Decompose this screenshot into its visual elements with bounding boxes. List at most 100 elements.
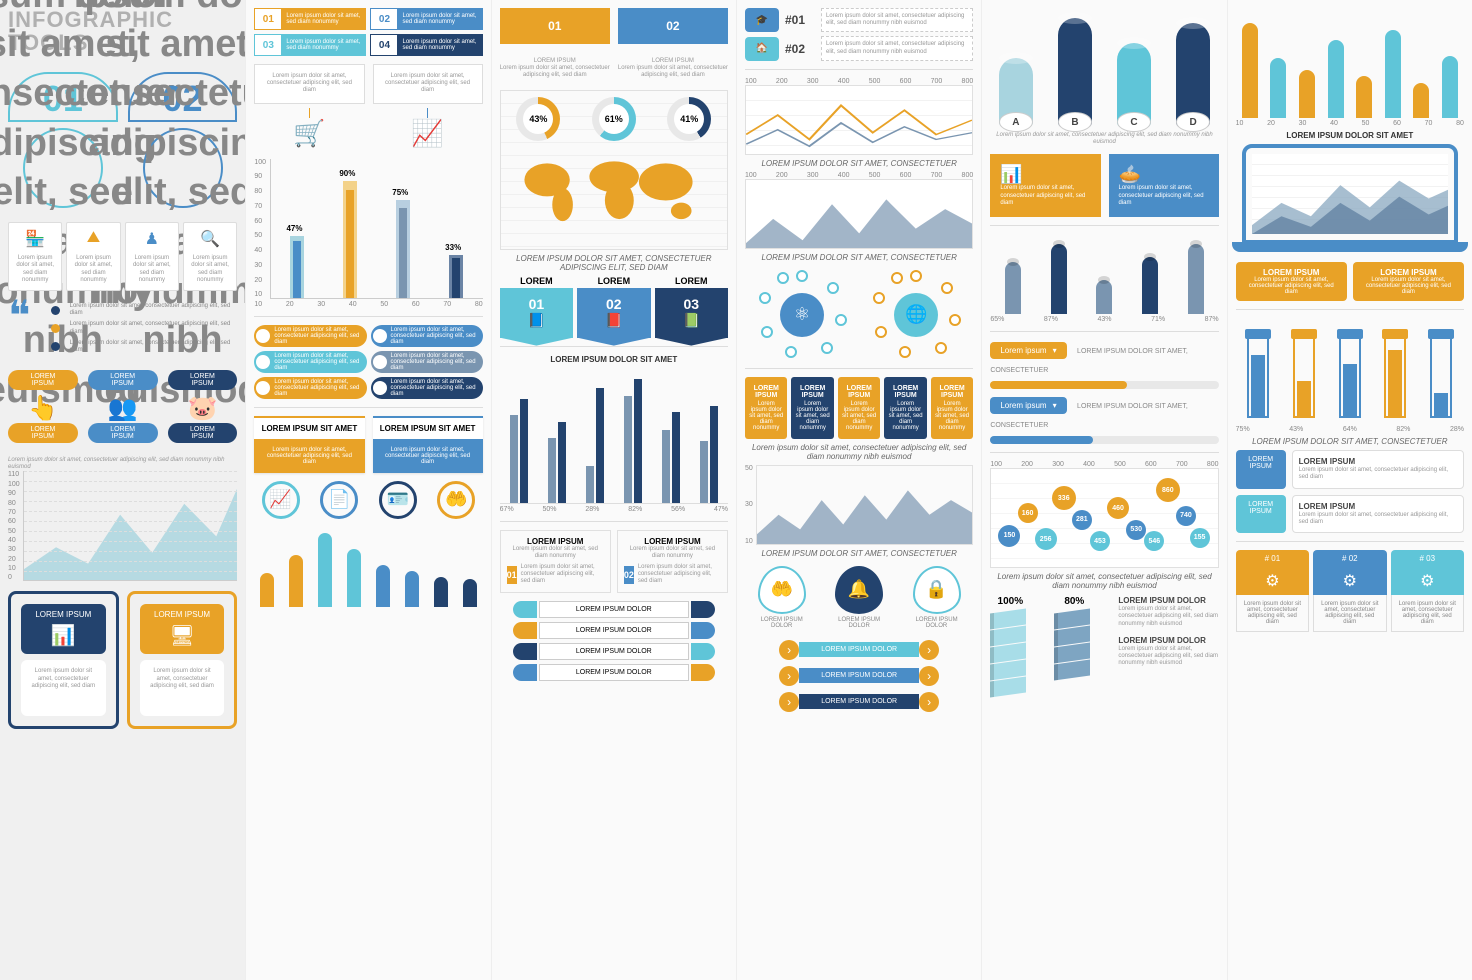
iso-stack: 80% — [1054, 596, 1094, 696]
circle-icon: 📄 — [320, 481, 358, 519]
wavy-list: LOREM IPSUM DOLOR.wavy:nth-child(1)::bef… — [500, 601, 728, 681]
bubble: 150 — [998, 525, 1020, 547]
dual-bar-chart — [500, 364, 728, 504]
color-box: LOREM IPSUMLorem ipsum dolor sit amet, s… — [931, 377, 973, 439]
arrow-pill: ›LOREM IPSUM DOLOR› — [779, 666, 939, 686]
ridged-bar — [1339, 333, 1361, 418]
cylinder — [999, 58, 1033, 128]
iso-cubes: 100%80%LOREM IPSUM DOLORLorem ipsum dolo… — [990, 596, 1218, 696]
donut-chart: 61% — [592, 97, 636, 141]
bubble: 860 — [1156, 478, 1180, 502]
y-axis: 503010 — [745, 465, 756, 545]
line-chart — [745, 85, 973, 155]
shields: 01.shield-top[style*='#e8a227']::after{b… — [500, 8, 728, 80]
icon-box: 🏪Lorem ipsum dolor sit amet, sed diam no… — [8, 222, 62, 291]
x-axis: 100200300400500600700800 — [745, 78, 973, 85]
map-icon — [511, 151, 717, 234]
pill-pair: Lorem ipsum dolor sit amet, consectetuer… — [254, 377, 482, 399]
banner: LOREM03📗 — [655, 276, 728, 338]
ridged-bars — [1236, 318, 1464, 418]
y-axis: 1101009080706050403020100 — [8, 471, 23, 581]
dropdown-progress: Lorem ipsum ▾ LOREM IPSUM DOLOR SIT AMET… — [990, 340, 1218, 389]
area-chart — [745, 179, 973, 249]
caption: Lorem ipsum dolor sit amet, consectetuer… — [990, 132, 1218, 146]
circle-icon: 🪪 — [379, 481, 417, 519]
ridged-bar — [1430, 333, 1452, 418]
numbered-tab: 03Lorem ipsum dolor sit amet, sed diam n… — [254, 34, 366, 56]
x-axis: 1020304050607080 — [254, 301, 482, 308]
big-number: 02 Lorem ipsum dolor sit amet, consectet… — [128, 72, 238, 208]
quote-row: ❝ Lorem ipsum dolor sit amet, consectetu… — [8, 303, 237, 358]
pillar — [1328, 40, 1344, 118]
bubble: 281 — [1072, 510, 1092, 530]
color-box: LOREM IPSUMLorem ipsum dolor sit amet, s… — [791, 377, 833, 439]
bubble: 460 — [1107, 497, 1129, 519]
x-axis: 1020304050607080 — [1236, 120, 1464, 127]
bubble: 530 — [1126, 520, 1146, 540]
option-card: LOREM IPSUMLorem ipsum dolor sit amet, s… — [617, 530, 728, 593]
color-box: LOREM IPSUMLorem ipsum dolor sit amet, s… — [745, 377, 787, 439]
rounded-bar — [405, 571, 419, 607]
round-bar — [1188, 244, 1204, 314]
dropdown-progress: Lorem ipsum ▾ LOREM IPSUM DOLOR SIT AMET… — [990, 340, 1218, 444]
col-6: 1020304050607080 LOREM IPSUM DOLOR SIT A… — [1227, 0, 1472, 980]
icon-box: ⛰Lorem ipsum dolor sit amet, sed diam no… — [66, 222, 120, 291]
roundtop-bars — [990, 234, 1218, 314]
bubble: 160 — [1018, 503, 1038, 523]
icon-box: ♟Lorem ipsum dolor sit amet, sed diam no… — [125, 222, 179, 291]
round-bar — [1005, 262, 1021, 314]
callout: LOREMIPSUMLOREM IPSUMLorem ipsum dolor s… — [1236, 495, 1464, 534]
dropdown-progress: Lorem ipsum ▾ LOREM IPSUM DOLOR SIT AMET… — [990, 395, 1218, 444]
bar-pair — [583, 388, 607, 502]
numbered-tabs: 01Lorem ipsum dolor sit amet, sed diam n… — [254, 8, 482, 56]
circle-icon: 📈 — [262, 481, 300, 519]
dropdown[interactable]: Lorem ipsum ▾ — [990, 397, 1066, 414]
option-card: LOREM IPSUMLorem ipsum dolor sit amet, s… — [500, 530, 611, 593]
bullet-item: Lorem ipsum dolor sit amet, consectetuer… — [37, 321, 238, 335]
gear-tab: # 01⚙Lorem ipsum dolor sit amet, consect… — [1236, 550, 1309, 632]
two-icons-row: Lorem ipsum dolor sit amet, consectetuer… — [254, 64, 482, 149]
bullet-item: Lorem ipsum dolor sit amet, consectetuer… — [37, 303, 238, 317]
x-axis-labels: 65%87%43%71%87% — [990, 316, 1218, 323]
arrow-pills: ›LOREM IPSUM DOLOR››LOREM IPSUM DOLOR››L… — [745, 637, 973, 715]
caption: LOREM IPSUM DOLOR SIT AMET, CONSECTETUER — [745, 159, 973, 168]
x-axis-labels: 75%43%64%82%28% — [1236, 426, 1464, 433]
ridged-bar — [1247, 333, 1269, 418]
wavy-item: LOREM IPSUM DOLOR.wavy:nth-child(3)::bef… — [539, 643, 689, 660]
arrow-pill: ›LOREM IPSUM DOLOR› — [779, 640, 939, 660]
icon-box: 🔍Lorem ipsum dolor sit amet, sed diam no… — [183, 222, 237, 291]
heading: LOREM IPSUM DOLOR SIT AMET — [1236, 131, 1464, 140]
bar: 47% — [287, 236, 307, 297]
rounded-bar — [434, 577, 448, 607]
network-row: ⚛🌐 — [745, 270, 973, 360]
pill-pair: Lorem ipsum dolor sit amet, consectetuer… — [254, 351, 482, 373]
pillar — [1270, 58, 1286, 118]
caption: LOREM IPSUM DOLOR SIT AMET, CONSECTETUER — [745, 253, 973, 262]
rounded-bar — [463, 579, 477, 607]
lorem-boxes: LOREM IPSUM SIT AMETLorem ipsum dolor si… — [254, 416, 482, 473]
rounded-bar — [347, 549, 361, 607]
banner-row: LOREM01📘LOREM02📕LOREM03📗 — [500, 276, 728, 338]
laptop-chart — [1242, 144, 1458, 244]
caption-italic: Lorem ipsum dolor sit amet, consectetuer… — [8, 457, 237, 471]
numbered-item: 🏠#02Lorem ipsum dolor sit amet, consecte… — [745, 36, 973, 60]
dropdown[interactable]: Lorem ipsum ▾ — [990, 342, 1066, 359]
bubble: 155 — [1190, 528, 1210, 548]
numbered-item: 🎓#01Lorem ipsum dolor sit amet, consecte… — [745, 8, 973, 32]
color-box: LOREM IPSUMLorem ipsum dolor sit amet, s… — [838, 377, 880, 439]
rounded-bars — [254, 527, 482, 607]
area-chart-2: 503010 — [745, 465, 973, 545]
big-number-row: 01 Lorem ipsum dolor sit amet, consectet… — [8, 72, 237, 208]
caption: LOREM IPSUM DOLOR SIT AMET, CONSECTETUER… — [500, 254, 728, 272]
x-axis-labels: 67%50%28%82%56%47% — [500, 506, 728, 513]
gear-tabs: # 01⚙Lorem ipsum dolor sit amet, consect… — [1236, 550, 1464, 632]
x-axis: 100200300400500600700800 — [990, 461, 1218, 468]
rounded-bar — [376, 565, 390, 607]
numbered-tab: 04Lorem ipsum dolor sit amet, sed diam n… — [370, 34, 482, 56]
pillar — [1442, 56, 1458, 118]
card: LOREM IPSUM📊 Lorem ipsum dolor sit amet,… — [8, 591, 119, 729]
pillar — [1356, 76, 1372, 118]
lorem-box: LOREM IPSUM SIT AMETLorem ipsum dolor si… — [373, 416, 483, 473]
wavy-item: LOREM IPSUM DOLOR.wavy:nth-child(2)::bef… — [539, 622, 689, 639]
heading: LOREM IPSUM DOLOR SIT AMET — [500, 355, 728, 364]
